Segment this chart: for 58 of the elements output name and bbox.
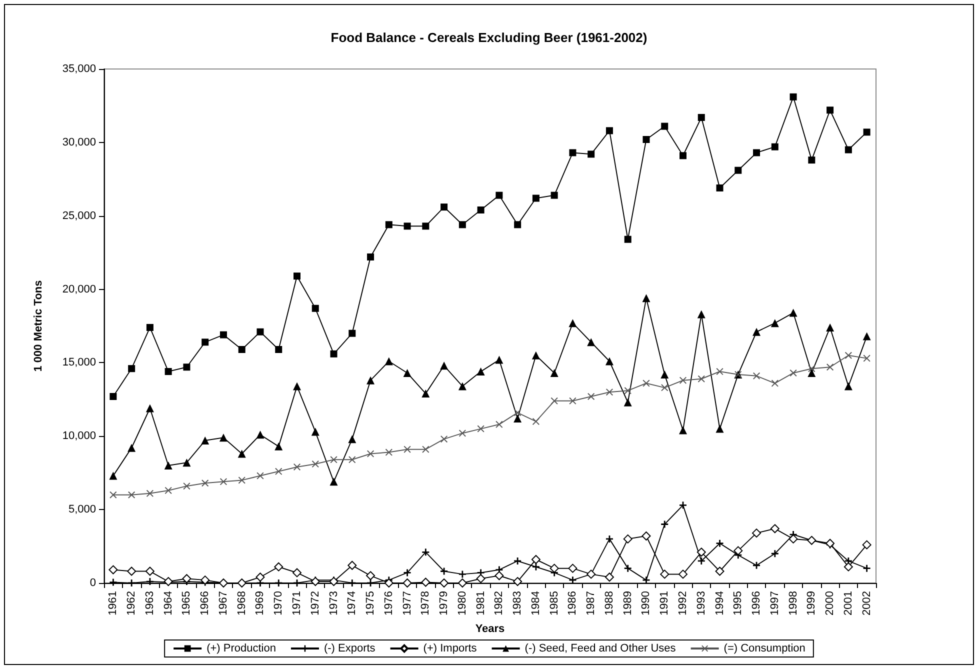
x-tick-label: 1993 bbox=[695, 591, 708, 616]
x-tick-label: 1983 bbox=[512, 591, 524, 616]
x-tick-label: 1981 bbox=[474, 591, 487, 616]
x-tick-label: 1992 bbox=[677, 591, 689, 616]
x-tick-label: 1982 bbox=[493, 591, 506, 616]
x-tick-label: 1973 bbox=[328, 591, 340, 616]
x-tick-label: 1991 bbox=[658, 591, 671, 616]
x-tick-label: 1966 bbox=[199, 591, 212, 616]
x-tick-label: 1962 bbox=[126, 591, 138, 616]
x-tick-label: 1985 bbox=[548, 591, 560, 616]
legend-label: (+) Imports bbox=[423, 642, 478, 654]
y-tick-label: 30,000 bbox=[62, 136, 96, 148]
x-tick-label: 1967 bbox=[217, 591, 230, 616]
x-tick-label: 1995 bbox=[732, 591, 744, 616]
legend-label: (=) Consumption bbox=[724, 642, 806, 654]
x-tick-label: 1963 bbox=[144, 591, 156, 616]
x-tick-label: 1989 bbox=[622, 591, 634, 616]
x-tick-label: 2001 bbox=[842, 591, 854, 616]
x-tick-label: 1999 bbox=[806, 591, 818, 616]
x-tick-label: 1980 bbox=[456, 591, 468, 616]
x-tick-label: 1984 bbox=[530, 591, 542, 616]
x-tick-label: 1998 bbox=[787, 591, 800, 616]
x-tick-label: 1977 bbox=[401, 591, 414, 616]
x-tick-label: 1978 bbox=[420, 591, 432, 616]
x-tick-label: 1968 bbox=[236, 591, 248, 616]
x-tick-label: 1979 bbox=[438, 591, 450, 616]
y-tick-label: 0 bbox=[90, 577, 96, 589]
x-tick-label: 2000 bbox=[824, 591, 836, 616]
x-tick-label: 2002 bbox=[860, 591, 873, 616]
x-tick-label: 1976 bbox=[382, 591, 395, 616]
x-tick-label: 1964 bbox=[162, 591, 174, 616]
x-tick-label: 1969 bbox=[254, 591, 266, 616]
y-tick-label: 5,000 bbox=[68, 504, 96, 516]
y-axis-title: 1 000 Metric Tons bbox=[32, 280, 44, 372]
x-tick-label: 1996 bbox=[750, 591, 763, 616]
legend-label: (+) Production bbox=[206, 642, 276, 654]
x-tick-label: 1997 bbox=[768, 591, 781, 616]
y-tick-label: 25,000 bbox=[62, 210, 96, 222]
x-tick-label: 1961 bbox=[107, 591, 120, 616]
chart-title: Food Balance - Cereals Excluding Beer (1961-2002) bbox=[330, 30, 648, 45]
x-tick-label: 1965 bbox=[180, 591, 193, 616]
x-axis-title: Years bbox=[475, 622, 505, 635]
x-tick-label: 1986 bbox=[566, 591, 579, 616]
x-tick-label: 1974 bbox=[346, 591, 358, 616]
x-tick-label: 1971 bbox=[291, 591, 303, 616]
y-tick-label: 35,000 bbox=[62, 63, 96, 75]
x-tick-label: 1994 bbox=[714, 591, 726, 616]
x-tick-label: 1970 bbox=[272, 591, 285, 616]
y-tick-label: 15,000 bbox=[62, 356, 96, 369]
y-tick-label: 20,000 bbox=[62, 283, 96, 296]
y-tick-label: 10,000 bbox=[62, 430, 96, 442]
x-tick-label: 1987 bbox=[585, 591, 598, 616]
legend-label: (-) Seed, Feed and Other Uses bbox=[524, 642, 676, 654]
x-tick-label: 1972 bbox=[309, 591, 322, 616]
x-tick-label: 1988 bbox=[603, 591, 616, 616]
x-tick-label: 1975 bbox=[364, 591, 377, 616]
legend-label: (-) Exports bbox=[324, 642, 376, 654]
x-tick-label: 1990 bbox=[640, 591, 652, 616]
